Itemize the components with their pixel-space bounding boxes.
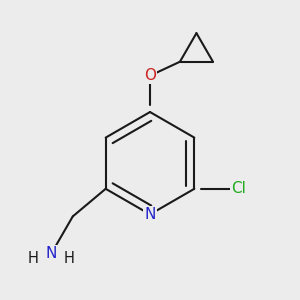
Text: N: N <box>144 207 156 222</box>
Text: H: H <box>64 251 75 266</box>
Text: O: O <box>144 68 156 83</box>
Text: Cl: Cl <box>232 181 246 196</box>
Text: H: H <box>28 251 39 266</box>
Text: N: N <box>46 246 57 261</box>
